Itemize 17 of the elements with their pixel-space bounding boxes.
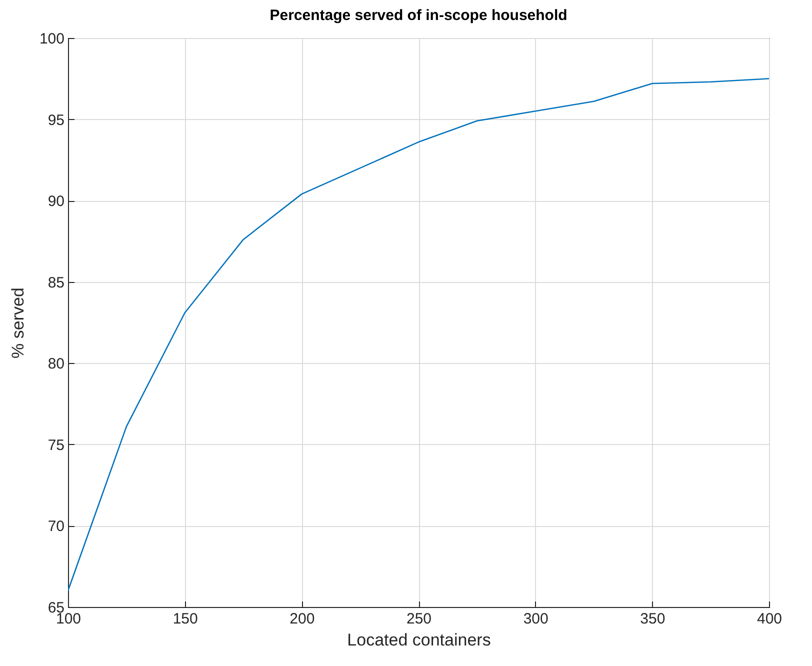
x-tick-label: 150	[172, 610, 198, 628]
x-tick-label: 350	[640, 610, 666, 628]
chart-title: Percentage served of in-scope household	[270, 7, 568, 24]
x-axis-title: Located containers	[347, 630, 491, 650]
x-tick-label: 400	[756, 610, 782, 628]
y-tick-label: 70	[48, 518, 64, 536]
y-tick-label: 75	[48, 436, 64, 454]
y-axis-title: % served	[8, 288, 28, 358]
y-tick-label: 90	[48, 193, 64, 210]
x-tick-label: 200	[290, 610, 315, 628]
y-tick-label: 100	[39, 30, 64, 48]
y-tick-label: 85	[48, 274, 64, 292]
x-tick-label: 250	[406, 610, 432, 628]
line-series	[68, 78, 769, 592]
x-tick-label: 300	[523, 610, 548, 628]
y-tick-label: 80	[48, 356, 64, 373]
y-tick-label: 95	[48, 112, 64, 129]
